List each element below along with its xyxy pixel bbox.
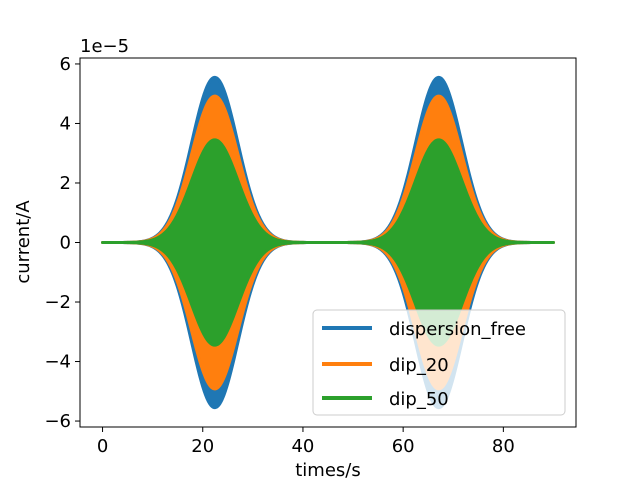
x-axis-label: times/s — [295, 460, 361, 480]
x-tick-label: 20 — [191, 436, 214, 457]
legend-label-dispersion-free: dispersion_free — [389, 319, 526, 340]
y-tick-label: −2 — [44, 292, 71, 313]
y-ticks: −6 −4 −2 0 2 4 6 — [44, 54, 80, 432]
y-tick-label: 4 — [60, 113, 71, 134]
legend: dispersion_free dip_20 dip_50 — [312, 309, 566, 416]
legend-box — [312, 309, 566, 416]
x-ticks: 0 20 40 60 80 — [97, 427, 515, 457]
y-tick-label: 0 — [60, 233, 71, 254]
x-tick-label: 0 — [97, 436, 108, 457]
legend-label-dip-20: dip_20 — [389, 355, 449, 376]
y-tick-label: −6 — [44, 411, 71, 432]
y-tick-label: 2 — [60, 173, 71, 194]
legend-label-dip-50: dip_50 — [389, 389, 449, 410]
offset-label: 1e−5 — [80, 36, 129, 57]
y-tick-label: −4 — [44, 352, 71, 373]
x-tick-label: 40 — [291, 436, 314, 457]
series-dip-50 — [101, 138, 555, 347]
y-tick-label: 6 — [60, 54, 71, 75]
x-tick-label: 80 — [492, 436, 515, 457]
x-tick-label: 60 — [392, 436, 415, 457]
y-axis-label: current/A — [13, 200, 34, 284]
